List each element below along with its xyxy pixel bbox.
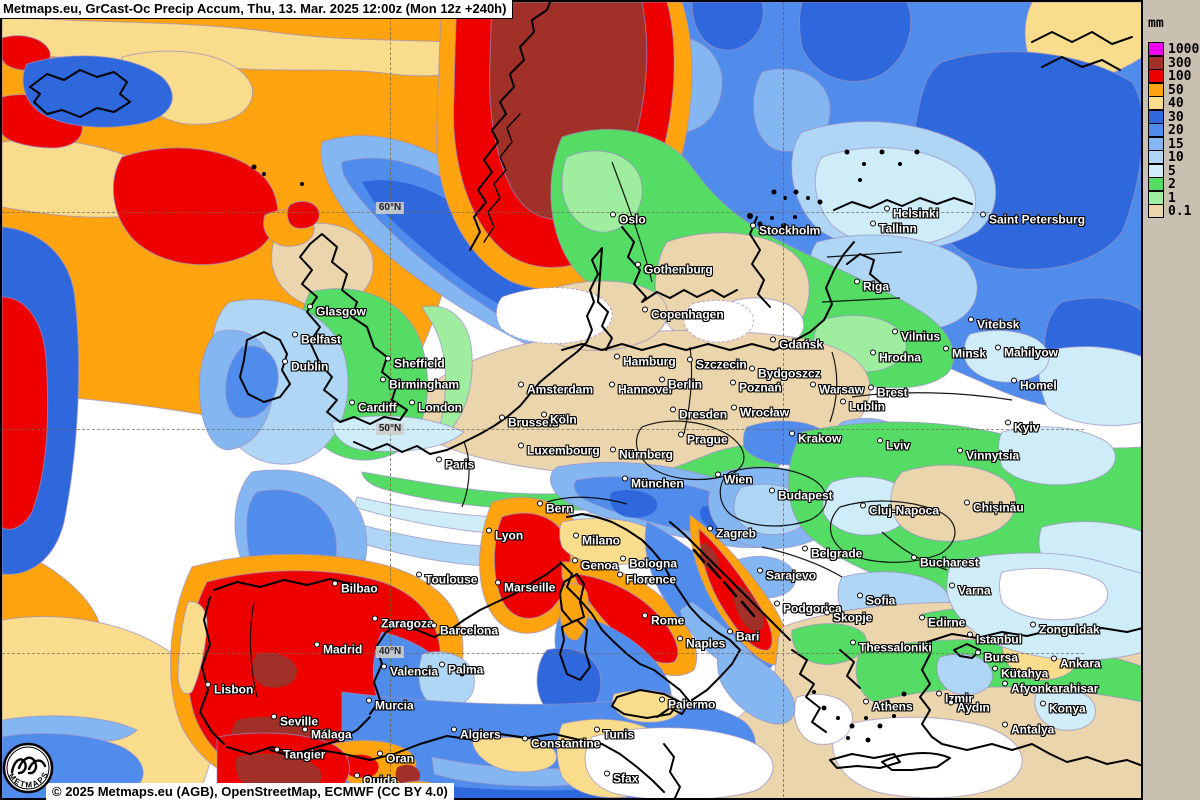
legend-entries: 1000 300 100 50 40 30 20 15 10 5 2 1 0.1 xyxy=(1143,42,1200,220)
metmaps-logo: METMAPS xyxy=(2,742,54,794)
legend-swatch xyxy=(1148,204,1164,219)
legend-swatch xyxy=(1148,163,1164,178)
legend-entry: 40 xyxy=(1143,96,1200,112)
legend-value: 20 xyxy=(1168,123,1184,139)
legend-entry: 1 xyxy=(1143,190,1200,206)
legend-value: 0.1 xyxy=(1168,204,1192,220)
legend-entry: 0.1 xyxy=(1143,204,1200,220)
legend-swatch xyxy=(1148,42,1164,57)
legend-entry: 15 xyxy=(1143,136,1200,152)
legend-panel: mm 1000 300 100 50 40 30 20 15 10 5 2 1 0.1 xyxy=(1143,0,1200,800)
legend-value: 100 xyxy=(1168,69,1192,85)
map-contour-art xyxy=(2,2,1141,798)
legend-value: 40 xyxy=(1168,96,1184,112)
legend-entry: 10 xyxy=(1143,150,1200,166)
legend-value: 1000 xyxy=(1168,42,1200,58)
logo-wave-icon xyxy=(10,756,47,775)
legend-swatch xyxy=(1148,177,1164,192)
legend-value: 300 xyxy=(1168,55,1192,71)
legend-entry: 100 xyxy=(1143,69,1200,85)
copyright-text: © 2025 Metmaps.eu (AGB), OpenStreetMap, … xyxy=(52,784,448,799)
legend-entry: 300 xyxy=(1143,55,1200,71)
map-title: Metmaps.eu, GrCast-Oc Precip Accum, Thu,… xyxy=(3,1,507,16)
legend-entry: 2 xyxy=(1143,177,1200,193)
legend-entry: 20 xyxy=(1143,123,1200,139)
legend-value: 15 xyxy=(1168,136,1184,152)
legend-swatch xyxy=(1148,123,1164,138)
legend-entry: 1000 xyxy=(1143,42,1200,58)
legend-swatch xyxy=(1148,69,1164,84)
legend-value: 30 xyxy=(1168,109,1184,125)
legend-value: 50 xyxy=(1168,82,1184,98)
copyright-bar: © 2025 Metmaps.eu (AGB), OpenStreetMap, … xyxy=(46,783,454,800)
legend-value: 1 xyxy=(1168,190,1176,206)
legend-entry: 5 xyxy=(1143,163,1200,179)
legend-swatch xyxy=(1148,55,1164,70)
legend-entry: 30 xyxy=(1143,109,1200,125)
legend-value: 10 xyxy=(1168,150,1184,166)
legend-value: 2 xyxy=(1168,177,1176,193)
title-bar: Metmaps.eu, GrCast-Oc Precip Accum, Thu,… xyxy=(0,0,514,19)
legend-value: 5 xyxy=(1168,163,1176,179)
legend-swatch xyxy=(1148,150,1164,165)
legend-entry: 50 xyxy=(1143,82,1200,98)
legend-swatch xyxy=(1148,190,1164,205)
legend-unit-label: mm xyxy=(1148,16,1164,31)
legend-swatch xyxy=(1148,96,1164,111)
legend-swatch xyxy=(1148,136,1164,151)
legend-swatch xyxy=(1148,82,1164,97)
legend-swatch xyxy=(1148,109,1164,124)
precipitation-map[interactable]: 60°N 50°N 40°N Oslo Stockholm Helsinki Tallin… xyxy=(0,0,1143,800)
